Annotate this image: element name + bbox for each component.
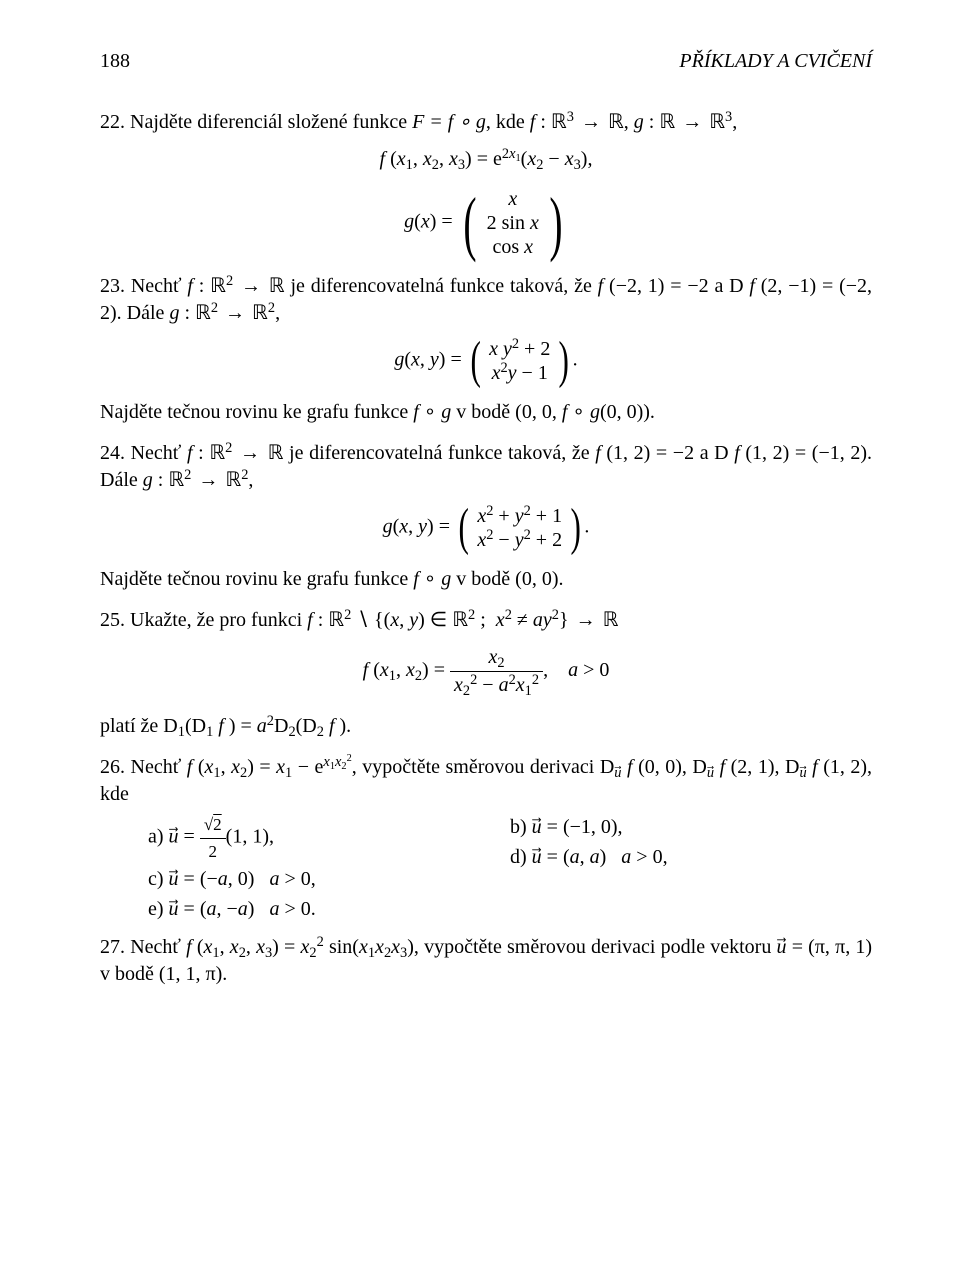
numerator: x2 [450,644,543,671]
math-lhs: g(x) = [404,211,458,233]
running-title: PŘÍKLADY A CVIČENÍ [679,48,872,75]
ex23-number: 23. [100,275,125,297]
ex22-f-display: f (x1, x2, x3) = e2x1(x2 − x3), [100,146,872,173]
ex22-number: 22. [100,111,125,133]
ex24-tail: Najděte tečnou rovinu ke grafu funkce f … [100,566,872,593]
ex24-number: 24. [100,442,125,464]
column-vector: x y2 + 2 x2y − 1 [489,337,550,385]
text: je diferencovatelná funkce taková, že [290,275,597,297]
math: F = f ∘ g [412,111,486,133]
lparen-icon: ( [470,341,480,381]
ex26-e: e) u⃗ = (a, −a) a > 0. [148,894,510,924]
ex23-text: 23. Nechť f : ℝ2 → ℝ je diferencovatelná… [100,273,872,327]
ex27-text: 27. Nechť f (x1, x2, x3) = x22 sin(x1x2x… [100,934,872,988]
ex26-text: 26. Nechť f (x1, x2) = x1 − ex1x22, vypo… [100,754,872,808]
vec-row: x2y − 1 [489,361,550,385]
vec-row: 2 sin x [487,211,539,235]
column-vector: x2 + y2 + 1 x2 − y2 + 2 [477,504,562,552]
ex26-options: a) u⃗ = √2 2 (1, 1), c) u⃗ = (−a, 0) a >… [148,812,872,924]
fraction: x2 x22 − a2x12 [450,644,543,699]
vec-row: x y2 + 2 [489,337,550,361]
vec-row: x2 − y2 + 2 [477,528,562,552]
ex22-g-display: g(x) = ( x 2 sin x cos x ) [100,187,872,259]
text: a [714,275,723,297]
page-header: 188 PŘÍKLADY A CVIČENÍ [100,48,872,75]
text: Nechť [131,275,188,297]
ex25-number: 25. [100,609,125,631]
rparen-icon: ) [549,194,562,252]
page: 188 PŘÍKLADY A CVIČENÍ 22. Najděte difer… [0,0,960,1285]
math-lhs: g(x, y) = [383,516,455,538]
vec-row: x2 + y2 + 1 [477,504,562,528]
ex26-d: d) u⃗ = (a, a) a > 0, [510,842,872,872]
denominator: 2 [200,838,226,865]
rparen-icon: ) [571,508,581,548]
denominator: x22 − a2x12 [450,671,543,699]
ex25-f-display: f (x1, x2) = x2 x22 − a2x12 , a > 0 [100,644,872,699]
text: Najděte diferenciál složené funkce [130,111,412,133]
rparen-icon: ) [559,341,569,381]
lparen-icon: ( [458,508,468,548]
ex27-number: 27. [100,936,125,958]
page-number: 188 [100,48,130,75]
ex23-g-display: g(x, y) = ( x y2 + 2 x2y − 1 ). [100,337,872,385]
column-vector: x 2 sin x cos x [487,187,539,259]
ex23-tail: Najděte tečnou rovinu ke grafu funkce f … [100,399,872,426]
ex26-c: c) u⃗ = (−a, 0) a > 0, [148,864,510,894]
ex26-b: b) u⃗ = (−1, 0), [510,812,872,842]
math: f [530,111,536,133]
numerator: √2 [200,812,226,838]
fraction: √2 2 [200,812,226,864]
ex22-text: 22. Najděte diferenciál složené funkce F… [100,109,872,136]
vec-row: cos x [487,235,539,259]
ex25-tail: platí že D1(D1 f ) = a2D2(D2 f ). [100,713,872,740]
ex24-text: 24. Nechť f : ℝ2 → ℝ je diferencovatelná… [100,440,872,494]
math-lhs: g(x, y) = [394,349,466,371]
ex26-number: 26. [100,756,125,778]
ex24-g-display: g(x, y) = ( x2 + y2 + 1 x2 − y2 + 2 ). [100,504,872,552]
text: , kde [486,111,530,133]
ex26-a: a) u⃗ = √2 2 (1, 1), [148,812,510,864]
vec-row: x [487,187,539,211]
lparen-icon: ( [463,194,476,252]
ex25-text: 25. Ukažte, že pro funkci f : ℝ2 ∖ {(x, … [100,607,872,634]
